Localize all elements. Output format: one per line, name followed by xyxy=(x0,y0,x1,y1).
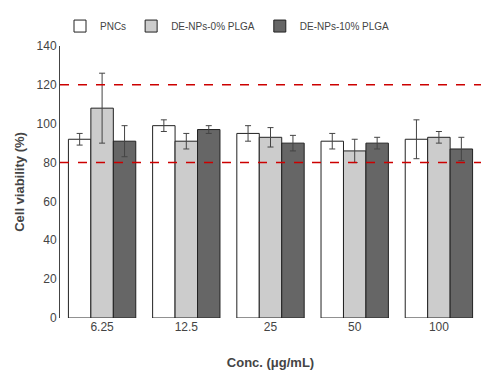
svg-text:140: 140 xyxy=(37,39,57,53)
svg-text:Conc. (μg/mL): Conc. (μg/mL) xyxy=(227,355,314,370)
svg-text:6.25: 6.25 xyxy=(90,320,114,334)
svg-text:25: 25 xyxy=(264,320,278,334)
svg-text:50: 50 xyxy=(348,320,362,334)
svg-text:0: 0 xyxy=(50,311,57,325)
svg-text:PNCs: PNCs xyxy=(100,21,126,32)
svg-text:12.5: 12.5 xyxy=(175,320,199,334)
svg-text:Cell viability (%): Cell viability (%) xyxy=(12,132,27,232)
svg-text:100: 100 xyxy=(37,117,57,131)
svg-text:DE-NPs-10% PLGA: DE-NPs-10% PLGA xyxy=(300,21,389,32)
svg-text:40: 40 xyxy=(43,233,57,247)
svg-text:DE-NPs-0% PLGA: DE-NPs-0% PLGA xyxy=(171,21,255,32)
svg-text:80: 80 xyxy=(43,156,57,170)
svg-text:100: 100 xyxy=(429,320,449,334)
svg-text:120: 120 xyxy=(37,78,57,92)
svg-text:60: 60 xyxy=(43,195,57,209)
svg-text:20: 20 xyxy=(43,272,57,286)
